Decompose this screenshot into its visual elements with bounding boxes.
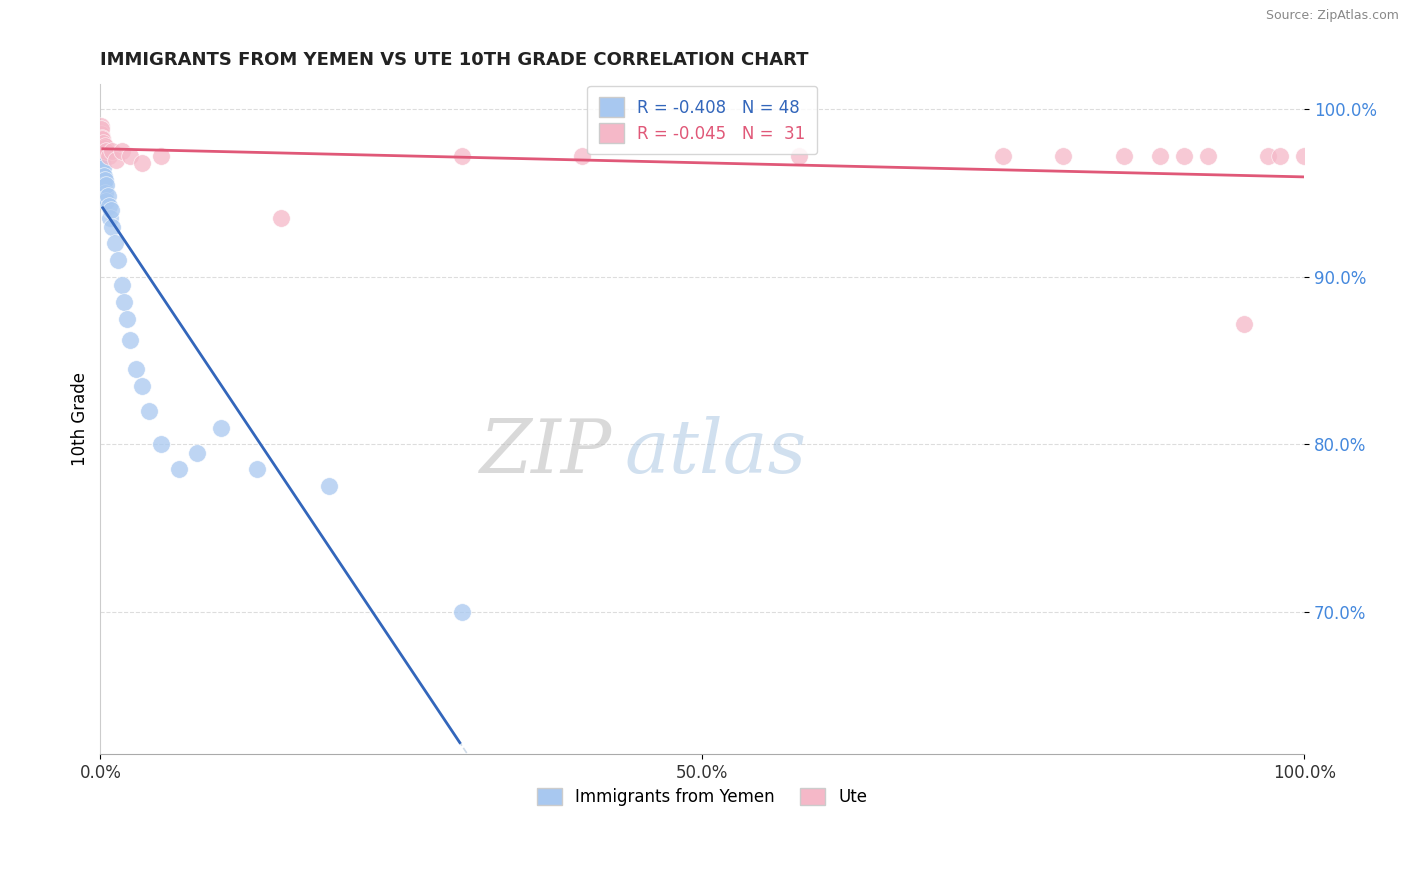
Point [105,153,128,167]
Point [993,149,1015,163]
Point [93,178,115,192]
Point [111,144,134,158]
Point [91,156,114,170]
Point [91,136,114,150]
Point [91,172,114,186]
Point [90,156,112,170]
Point [107,253,129,268]
Point [571,149,593,163]
Point [1294,149,1316,163]
Point [1268,149,1291,163]
Text: ZIP: ZIP [479,417,612,489]
Point [91,159,114,173]
Point [93,169,115,184]
Point [318,479,340,493]
Point [96,144,118,158]
Point [100,202,122,217]
Point [115,311,138,326]
Point [104,236,127,251]
Point [149,149,172,163]
Point [93,141,115,155]
Point [111,278,134,293]
Point [90,153,112,167]
Point [90,149,112,163]
Point [1173,149,1195,163]
Point [167,462,190,476]
Point [98,211,121,226]
Point [125,362,148,376]
Point [90,159,112,173]
Point [91,161,114,175]
Point [91,169,114,184]
Point [138,404,160,418]
Point [450,149,472,163]
Point [1149,149,1171,163]
Point [94,139,117,153]
Point [131,378,153,392]
Point [90,169,112,184]
Point [112,294,135,309]
Point [90,166,112,180]
Text: Source: ZipAtlas.com: Source: ZipAtlas.com [1265,9,1399,22]
Point [101,144,124,158]
Point [149,437,172,451]
Point [90,139,112,153]
Point [1052,149,1074,163]
Point [97,149,120,163]
Point [270,211,292,226]
Point [209,420,232,434]
Point [94,186,117,200]
Point [91,164,114,178]
Point [90,149,112,163]
Point [90,122,112,136]
Point [90,162,112,177]
Point [131,156,153,170]
Point [90,153,112,167]
Point [94,172,117,186]
Point [1197,149,1219,163]
Text: atlas: atlas [624,417,806,489]
Point [90,130,112,145]
Point [97,189,120,203]
Point [96,178,118,192]
Point [97,199,120,213]
Point [90,156,112,170]
Point [186,445,208,459]
Point [90,161,112,175]
Point [120,149,142,163]
Point [450,605,472,619]
Legend: Immigrants from Yemen, Ute: Immigrants from Yemen, Ute [530,781,875,813]
Point [246,462,269,476]
Text: IMMIGRANTS FROM YEMEN VS UTE 10TH GRADE CORRELATION CHART: IMMIGRANTS FROM YEMEN VS UTE 10TH GRADE … [100,51,808,69]
Point [1112,149,1135,163]
Point [120,334,142,348]
Point [90,144,112,158]
Point [90,128,112,142]
Point [90,119,112,133]
Point [1257,149,1279,163]
Point [96,194,118,209]
Point [101,219,124,234]
Point [91,183,114,197]
Point [787,149,810,163]
Point [93,189,115,203]
Point [91,132,114,146]
Point [93,178,115,192]
Y-axis label: 10th Grade: 10th Grade [72,372,89,467]
Point [1233,317,1256,331]
